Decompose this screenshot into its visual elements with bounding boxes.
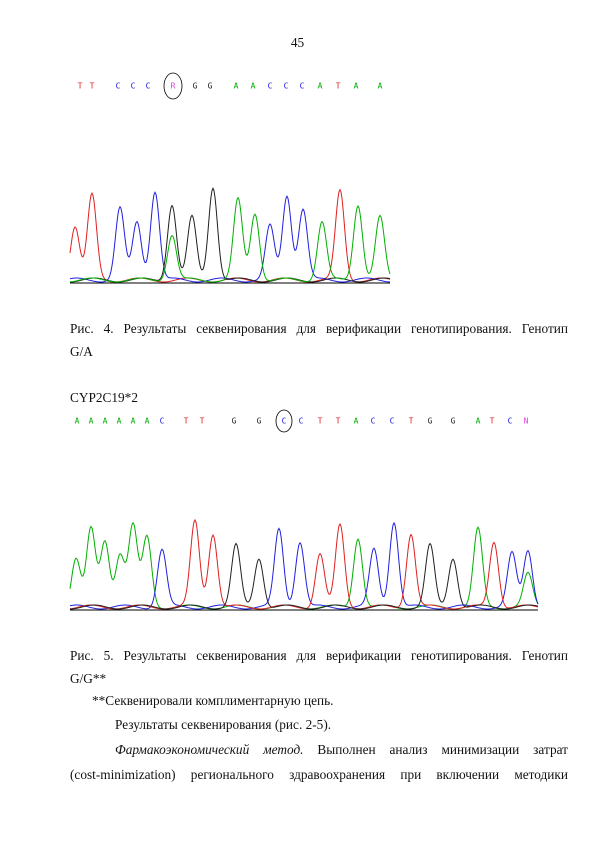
base-letter: C (299, 417, 304, 426)
caption: G/G** (70, 671, 107, 686)
paragraph: (cost-minimization) регионального здраво… (70, 767, 568, 782)
trace (69, 191, 391, 283)
base-letter: G (193, 82, 198, 91)
base-letter: A (476, 417, 481, 426)
base-letter: C (300, 82, 305, 91)
base-letter: A (89, 417, 94, 426)
italic-term: Фармакоэкономический метод. (115, 742, 304, 757)
base-letter: C (131, 82, 136, 91)
base-letter: T (490, 417, 495, 426)
base-letter: C (371, 417, 376, 426)
base-letter: T (90, 82, 95, 91)
base-letter: G (232, 417, 237, 426)
base-letter: C (284, 82, 289, 91)
base-letter: R (171, 82, 176, 91)
heading: CYP2C19*2 (70, 390, 138, 405)
paragraph: Фармакоэкономический метод. Выполнен ана… (115, 742, 568, 758)
base-letter: N (524, 417, 529, 426)
base-letter: T (318, 417, 323, 426)
base-letter: A (234, 82, 239, 91)
page-number: 45 (290, 35, 305, 50)
base-letter: A (103, 417, 108, 426)
caption: Рис. 5. Результаты секвенирования для ве… (70, 648, 568, 663)
base-letter: T (78, 82, 83, 91)
base-letter: A (378, 82, 383, 91)
base-letter: T (336, 82, 341, 91)
caption: Рис. 4. Результаты секвенирования для ве… (70, 321, 568, 336)
text: Выполнен анализ минимизации затрат (317, 742, 568, 757)
trace (69, 188, 391, 283)
base-letter: C (146, 82, 151, 91)
base-letter: A (354, 82, 359, 91)
caption: G/A (70, 344, 93, 359)
trace (70, 542, 539, 610)
base-letter: A (145, 417, 150, 426)
paragraph: Результаты секвенирования (рис. 2-5). (115, 717, 332, 732)
base-letter: C (160, 417, 165, 426)
base-letter: G (428, 417, 433, 426)
base-letter: C (282, 417, 287, 426)
base-letter: T (184, 417, 189, 426)
base-letter: C (508, 417, 513, 426)
base-letter: A (131, 417, 136, 426)
base-letter: A (251, 82, 256, 91)
base-letter: G (451, 417, 456, 426)
base-letter: T (336, 417, 341, 426)
base-letter: C (268, 82, 273, 91)
base-letter: A (354, 417, 359, 426)
base-letter: A (75, 417, 80, 426)
trace (69, 521, 539, 610)
circle-marker (275, 409, 293, 433)
paragraph: **Секвенировали комплиментарную цепь. (92, 693, 334, 708)
base-letter: T (200, 417, 205, 426)
base-letter: A (117, 417, 122, 426)
base-letter: C (390, 417, 395, 426)
base-letter: T (409, 417, 414, 426)
trace (69, 196, 391, 283)
base-letter: G (257, 417, 262, 426)
base-letter: G (208, 82, 213, 91)
base-letter: A (318, 82, 323, 91)
base-letter: C (116, 82, 121, 91)
circle-marker (163, 72, 183, 100)
